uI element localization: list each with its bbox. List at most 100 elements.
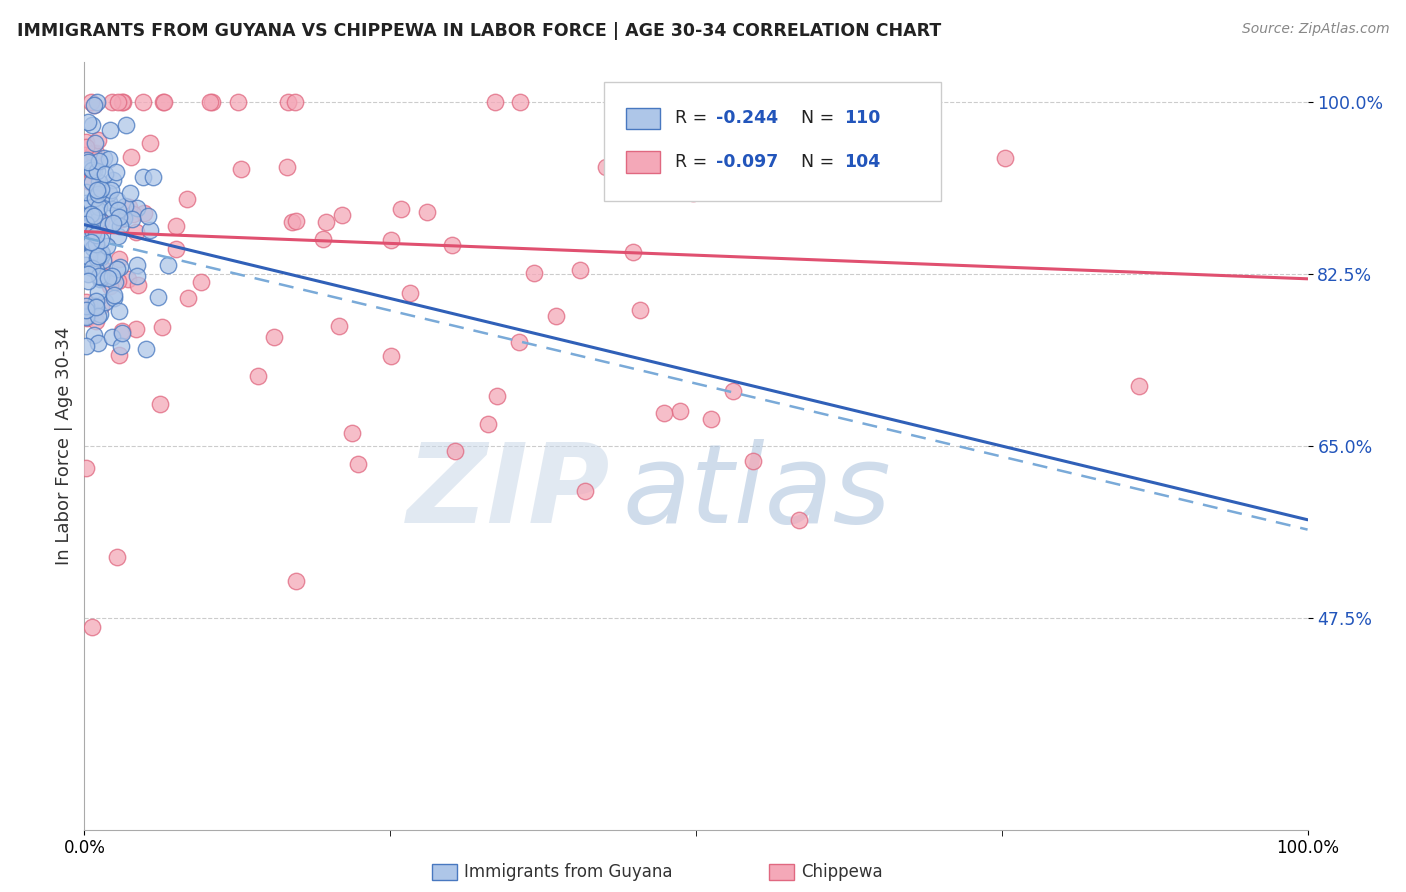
Point: [444, 444, 467, 458]
Point: [485, 388, 508, 402]
Point: [86, 183, 108, 197]
Text: Source: ZipAtlas.com: Source: ZipAtlas.com: [1241, 22, 1389, 37]
Point: [75, 258, 97, 272]
Point: [328, 318, 350, 333]
Point: [201, 95, 224, 109]
Point: [546, 309, 568, 323]
FancyBboxPatch shape: [605, 81, 941, 201]
Point: [77, 161, 100, 175]
Point: [76, 267, 98, 281]
Point: [276, 161, 298, 175]
Point: [111, 324, 134, 338]
Point: [84, 228, 107, 243]
Y-axis label: In Labor Force | Age 30-34: In Labor Force | Age 30-34: [55, 326, 73, 566]
Point: [86, 184, 108, 198]
Point: [89, 272, 111, 286]
Point: [90, 268, 112, 283]
Point: [84, 136, 107, 150]
Point: [75, 140, 97, 154]
Text: R =: R =: [675, 110, 713, 128]
Point: [75, 185, 97, 199]
Point: [82, 164, 104, 178]
Point: [628, 95, 651, 109]
Point: [114, 199, 136, 213]
Point: [108, 219, 131, 234]
Point: [82, 620, 104, 634]
Point: [623, 244, 645, 259]
Point: [111, 95, 134, 109]
Point: [118, 200, 141, 214]
Point: [380, 233, 402, 247]
Point: [96, 239, 118, 253]
Point: [84, 145, 107, 160]
Point: [86, 300, 108, 314]
Point: [76, 310, 98, 325]
Point: [93, 151, 115, 165]
Point: [76, 218, 98, 232]
Point: [86, 133, 108, 147]
Point: [508, 334, 530, 349]
Point: [645, 166, 668, 180]
Point: [285, 214, 308, 228]
Point: [721, 384, 744, 398]
Point: [115, 118, 138, 132]
Text: 104: 104: [844, 153, 880, 171]
Point: [86, 285, 108, 299]
Point: [104, 275, 127, 289]
Point: [82, 175, 104, 189]
Text: N =: N =: [801, 110, 839, 128]
Point: [89, 175, 111, 189]
Point: [75, 310, 97, 324]
Point: [153, 95, 176, 109]
Point: [315, 215, 337, 229]
Point: [108, 348, 131, 362]
Point: [682, 186, 704, 200]
Point: [132, 169, 155, 184]
Point: [98, 278, 121, 293]
Point: [111, 95, 134, 109]
Point: [87, 249, 110, 263]
Point: [82, 163, 104, 178]
Point: [127, 268, 149, 283]
Point: [75, 135, 97, 149]
Point: [97, 218, 120, 232]
Point: [111, 326, 134, 341]
Point: [668, 404, 690, 418]
Point: [105, 549, 128, 564]
Point: [75, 299, 97, 313]
Point: [285, 574, 308, 588]
Point: [86, 293, 108, 308]
Point: [86, 164, 108, 178]
Point: [82, 225, 104, 239]
Point: [101, 202, 124, 217]
Point: [77, 274, 100, 288]
Point: [82, 241, 104, 255]
Point: [87, 153, 110, 168]
Point: [87, 213, 110, 227]
Text: R =: R =: [675, 153, 713, 171]
Point: [84, 152, 107, 166]
Point: [125, 226, 148, 240]
Point: [125, 322, 148, 336]
Point: [789, 513, 811, 527]
Point: [98, 152, 121, 166]
Point: [90, 182, 112, 196]
Point: [77, 250, 100, 264]
Point: [90, 250, 112, 264]
Point: [83, 299, 105, 313]
Point: [416, 205, 439, 219]
Point: [75, 196, 97, 211]
Point: [127, 258, 149, 272]
Point: [107, 229, 129, 244]
Point: [84, 313, 107, 327]
Point: [125, 201, 148, 215]
Point: [93, 167, 115, 181]
Point: [132, 95, 155, 109]
Point: [134, 206, 156, 220]
Point: [87, 269, 110, 284]
Point: [104, 165, 127, 179]
Point: [90, 247, 112, 261]
Point: [83, 163, 105, 178]
Point: [312, 231, 335, 245]
Point: [82, 260, 104, 275]
